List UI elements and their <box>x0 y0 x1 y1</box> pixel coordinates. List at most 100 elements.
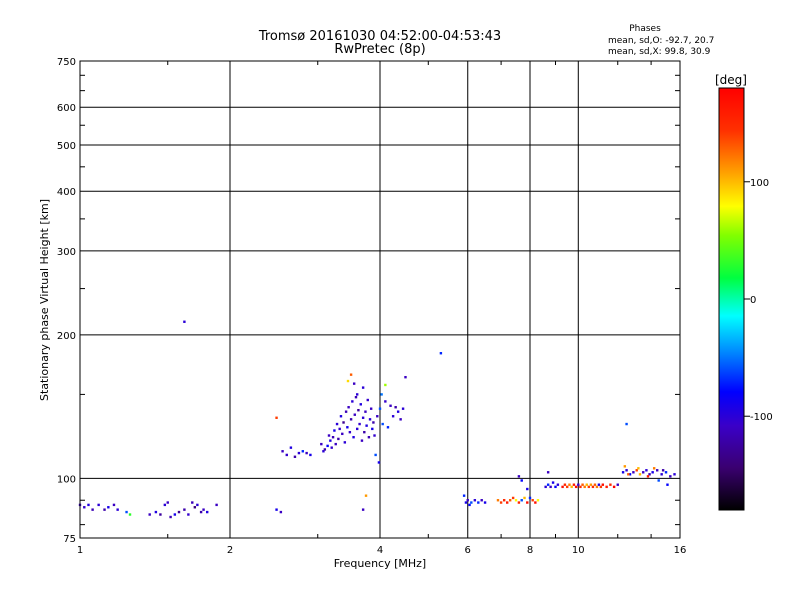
data-point <box>628 473 632 476</box>
data-point <box>376 415 379 418</box>
data-point <box>623 465 627 468</box>
data-point <box>337 437 340 441</box>
data-point <box>154 510 158 514</box>
data-point <box>520 499 523 502</box>
data-point <box>339 415 343 418</box>
data-point <box>561 485 564 489</box>
data-point <box>107 506 110 509</box>
data-point <box>394 406 397 409</box>
data-point <box>473 499 477 502</box>
data-point <box>103 508 106 511</box>
x-tick-label: 10 <box>572 545 585 556</box>
data-point <box>367 436 371 439</box>
data-point <box>187 513 190 516</box>
data-point <box>470 501 473 504</box>
data-point <box>616 483 619 486</box>
data-point <box>361 386 365 389</box>
data-point <box>568 483 571 486</box>
data-point <box>389 404 392 407</box>
data-point <box>664 471 668 474</box>
data-point <box>401 407 405 410</box>
data-point <box>502 499 506 502</box>
data-point <box>523 496 526 500</box>
data-point <box>293 455 297 458</box>
data-point <box>589 483 593 486</box>
data-point <box>585 483 588 486</box>
data-point <box>386 426 390 429</box>
data-point <box>605 485 608 489</box>
data-point <box>342 421 345 424</box>
x-axis-label: Frequency [MHz] <box>334 557 426 570</box>
data-point <box>116 508 119 511</box>
data-point <box>368 418 372 421</box>
data-point <box>396 410 400 413</box>
data-point <box>660 473 663 476</box>
data-point <box>196 503 199 507</box>
data-point <box>363 430 366 434</box>
data-point <box>661 469 665 472</box>
chart-title: Tromsø 20161030 04:52:00-04:53:43 <box>258 29 501 44</box>
y-tick-label: 400 <box>57 187 76 198</box>
data-point <box>549 485 552 489</box>
data-point <box>531 499 534 502</box>
y-tick-label: 100 <box>57 474 76 485</box>
data-point <box>591 485 595 489</box>
data-point <box>637 467 640 470</box>
data-point <box>355 427 359 431</box>
data-point <box>322 450 325 453</box>
data-point <box>511 496 515 500</box>
data-point <box>595 485 599 489</box>
data-point <box>352 382 356 385</box>
y-axis-label: Stationary phase Virtual Height [km] <box>38 199 51 401</box>
data-point <box>148 513 151 516</box>
grid-lines <box>80 61 680 538</box>
data-point <box>297 451 301 455</box>
data-point <box>599 485 603 489</box>
data-point <box>173 513 177 516</box>
data-point <box>384 400 387 403</box>
data-point <box>371 427 374 431</box>
data-point <box>346 379 350 383</box>
data-point <box>520 479 523 482</box>
data-point <box>572 483 576 486</box>
data-point <box>183 320 186 323</box>
data-point <box>301 450 305 453</box>
data-point <box>570 485 573 489</box>
data-point <box>341 432 344 436</box>
data-point <box>499 501 503 504</box>
data-point <box>355 393 359 396</box>
y-ticks: 75 100 200 300 400 500 600 750 <box>57 57 680 545</box>
data-point <box>581 483 584 486</box>
data-point <box>391 415 395 418</box>
data-point <box>361 508 365 511</box>
data-point <box>163 503 167 507</box>
data-point <box>349 373 353 376</box>
data-point <box>364 494 368 497</box>
data-point <box>215 503 218 507</box>
y-tick-label: 500 <box>57 141 76 152</box>
data-point <box>464 501 468 504</box>
x-tick-label: 4 <box>377 545 383 556</box>
data-point <box>517 475 521 478</box>
data-point <box>289 446 293 449</box>
data-points <box>78 320 676 519</box>
y-tick-label: 750 <box>57 57 76 68</box>
data-point <box>377 461 381 464</box>
data-point <box>517 501 521 504</box>
data-point <box>439 352 443 355</box>
data-point <box>526 501 529 504</box>
data-point <box>528 496 532 500</box>
data-point <box>281 450 284 453</box>
plot-frame <box>79 60 681 539</box>
data-point <box>579 485 582 489</box>
data-point <box>621 471 625 474</box>
data-point <box>346 426 349 429</box>
data-point <box>669 475 672 478</box>
data-point <box>587 485 591 489</box>
data-point <box>166 501 169 504</box>
x-ticks: 1 2 4 6 8 10 16 <box>77 61 686 556</box>
data-point <box>373 434 376 437</box>
data-point <box>347 406 350 409</box>
data-point <box>632 471 635 474</box>
data-point <box>646 475 650 478</box>
